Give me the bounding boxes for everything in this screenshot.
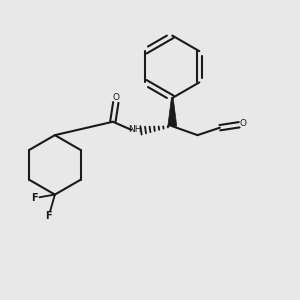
Text: O: O [239,119,246,128]
Polygon shape [168,98,177,126]
Text: O: O [113,93,120,102]
Text: F: F [45,211,52,221]
Text: F: F [32,193,38,203]
Text: NH: NH [128,125,141,134]
